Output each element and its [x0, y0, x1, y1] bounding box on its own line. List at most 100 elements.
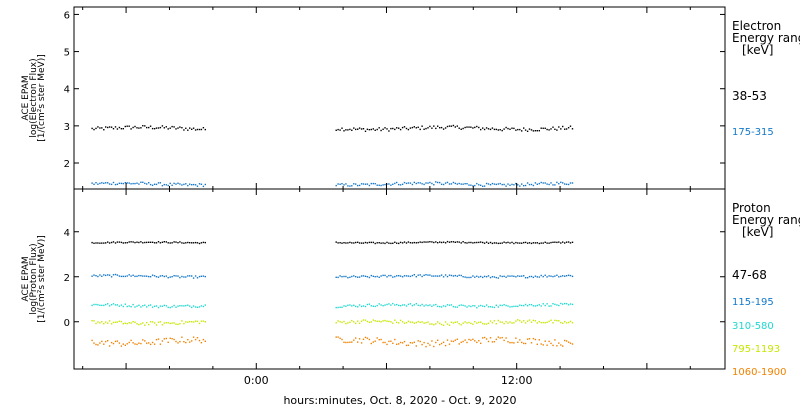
data-point	[405, 275, 408, 277]
data-point	[108, 320, 111, 322]
data-point	[187, 275, 189, 277]
data-point	[474, 340, 476, 342]
data-point	[157, 321, 160, 323]
data-point	[191, 128, 193, 130]
data-point	[509, 242, 511, 244]
data-point	[118, 126, 121, 129]
proton-ylabel-line: log(Proton Flux)	[29, 243, 39, 314]
data-point	[542, 321, 544, 324]
data-point	[530, 275, 533, 278]
data-point	[564, 302, 566, 305]
data-point	[398, 343, 400, 345]
data-point	[499, 129, 501, 131]
data-point	[362, 319, 365, 321]
data-point	[382, 184, 384, 186]
data-point	[138, 127, 140, 129]
data-point	[487, 306, 490, 308]
data-point	[380, 304, 382, 306]
data-point	[124, 125, 126, 128]
data-point	[440, 241, 443, 244]
data-point	[571, 182, 574, 184]
data-point	[388, 130, 390, 132]
data-point	[388, 183, 390, 185]
data-point	[517, 184, 519, 186]
data-point	[181, 242, 183, 244]
data-point	[544, 322, 546, 324]
data-point	[95, 303, 97, 306]
data-point	[169, 127, 171, 129]
data-point	[194, 129, 197, 131]
data-point	[503, 128, 505, 130]
data-point	[138, 241, 140, 244]
data-point	[151, 184, 154, 186]
data-point	[353, 127, 355, 129]
data-point	[372, 241, 374, 244]
data-point	[183, 129, 185, 131]
data-point	[491, 306, 494, 308]
data-point	[101, 304, 103, 307]
data-point	[177, 323, 179, 326]
data-point	[429, 241, 431, 243]
data-point	[177, 342, 179, 344]
data-point	[550, 182, 552, 184]
data-point	[415, 127, 417, 129]
data-point	[550, 275, 552, 277]
data-point	[419, 182, 421, 184]
data-point	[456, 275, 458, 277]
data-point	[101, 242, 103, 244]
data-point	[173, 322, 175, 324]
data-point	[341, 276, 343, 278]
data-point	[501, 304, 503, 307]
data-point	[120, 241, 123, 244]
data-point	[189, 242, 191, 244]
data-point	[101, 127, 103, 129]
data-point	[565, 340, 568, 342]
data-point	[431, 323, 433, 325]
data-point	[157, 338, 160, 340]
data-point	[390, 321, 392, 323]
data-point	[341, 321, 343, 324]
data-point	[396, 343, 398, 345]
data-point	[548, 305, 550, 307]
data-point	[114, 273, 117, 276]
data-point	[476, 275, 478, 277]
data-point	[384, 341, 386, 344]
data-point	[567, 241, 570, 243]
data-point	[191, 242, 193, 244]
data-point	[171, 125, 173, 128]
data-point	[552, 126, 554, 128]
data-point	[149, 276, 152, 278]
data-point	[548, 320, 550, 323]
data-point	[378, 339, 380, 341]
data-point	[194, 184, 197, 186]
data-point	[435, 241, 437, 243]
electron-legend-title: Electron	[732, 19, 781, 33]
data-point	[343, 184, 345, 186]
data-point	[376, 242, 378, 244]
data-point	[120, 128, 123, 130]
data-point	[165, 305, 167, 307]
data-point	[200, 242, 203, 244]
electron-ytick-label: 2	[64, 159, 70, 170]
data-point	[105, 182, 107, 184]
data-point	[524, 241, 527, 244]
data-point	[460, 274, 462, 277]
data-point	[513, 127, 515, 130]
data-point	[345, 305, 347, 307]
data-point	[538, 339, 540, 341]
data-point	[200, 305, 203, 307]
data-point	[181, 336, 183, 338]
data-point	[366, 320, 369, 323]
data-point	[421, 321, 423, 323]
data-point	[497, 319, 499, 322]
data-point	[507, 305, 509, 307]
data-point	[521, 321, 523, 323]
data-point	[419, 304, 421, 307]
data-point	[337, 320, 339, 322]
data-point	[366, 303, 369, 306]
data-point	[132, 342, 134, 344]
data-point	[571, 275, 574, 278]
data-point	[128, 305, 130, 307]
data-point	[130, 322, 132, 324]
